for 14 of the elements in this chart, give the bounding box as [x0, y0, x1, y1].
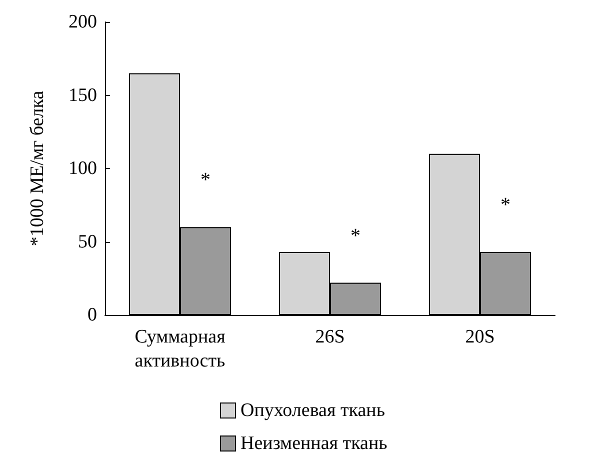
- y-tick-label: 100: [68, 158, 97, 179]
- legend-label: Опухолевая ткань: [240, 400, 386, 421]
- x-tick-label: 26S: [315, 326, 345, 348]
- annotation: *: [350, 224, 360, 247]
- y-tick-label: 50: [78, 231, 97, 252]
- y-tick-label: 150: [68, 84, 97, 106]
- annotation: *: [500, 194, 510, 216]
- y-axis-title: *1000 МЕ/мг белка: [27, 90, 48, 246]
- y-tick-label: 200: [68, 12, 97, 32]
- annotation: *: [200, 169, 210, 192]
- x-tick-label: Суммарная активность: [134, 326, 226, 372]
- legend-label: Неизменная ткань: [240, 433, 388, 454]
- x-tick-label: 20S: [465, 326, 495, 348]
- y-tick-label: 0: [88, 304, 97, 326]
